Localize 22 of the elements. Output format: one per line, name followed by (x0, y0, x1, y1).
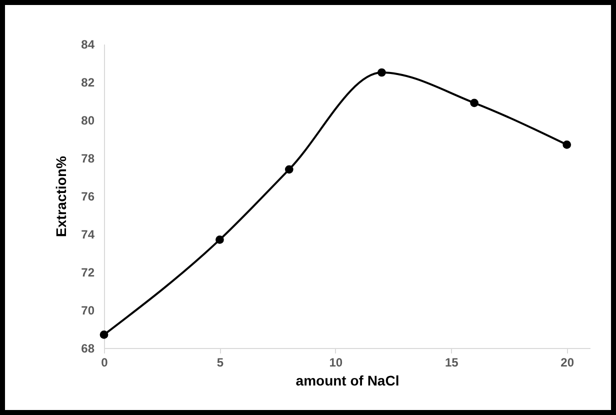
y-tick-label: 70 (81, 304, 95, 318)
point (470, 98, 478, 108)
y-tick-label: 72 (81, 266, 95, 280)
x-tick-label: 15 (444, 356, 459, 370)
point (216, 236, 224, 244)
y-tick-label: 82 (81, 76, 95, 90)
y-tick-label: 84 (81, 38, 95, 52)
point (284, 165, 294, 174)
point (378, 68, 386, 77)
y-tick-label: 78 (81, 152, 95, 166)
y-tick-label: 80 (81, 114, 95, 128)
x-tick-label: 0 (101, 356, 108, 370)
x-tick-label: 5 (216, 356, 224, 370)
y-tick-label: 68 (81, 342, 95, 356)
y-axis-title: Extraction% (53, 156, 70, 237)
x-axis-title: amount of NaCl (296, 372, 400, 388)
y-tick-label: 76 (81, 190, 95, 204)
x-tick-label: 10 (329, 356, 343, 370)
y-tick-label: 74 (81, 228, 95, 242)
x-tick-label: 20 (560, 356, 574, 370)
point (562, 140, 572, 149)
point (100, 330, 108, 339)
